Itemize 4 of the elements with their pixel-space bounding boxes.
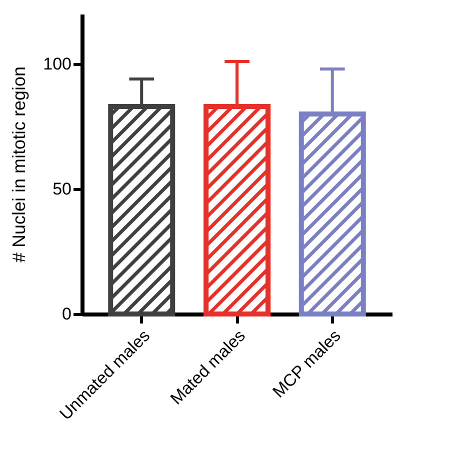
y-tick-label: 100 bbox=[43, 54, 72, 74]
y-tick-label: 50 bbox=[52, 180, 72, 198]
y-tick-label: 0 bbox=[62, 304, 72, 324]
y-axis-title: # Nuclei in mitotic region bbox=[9, 66, 30, 263]
